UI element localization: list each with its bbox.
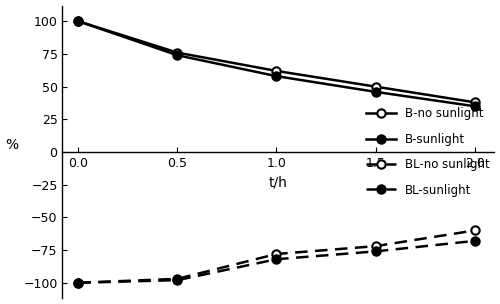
X-axis label: t/h: t/h [269, 175, 288, 189]
Legend: B-no sunlight, B-sunlight, BL-no sunlight, BL-sunlight: B-no sunlight, B-sunlight, BL-no sunligh… [362, 103, 494, 201]
Y-axis label: %: % [6, 138, 18, 152]
